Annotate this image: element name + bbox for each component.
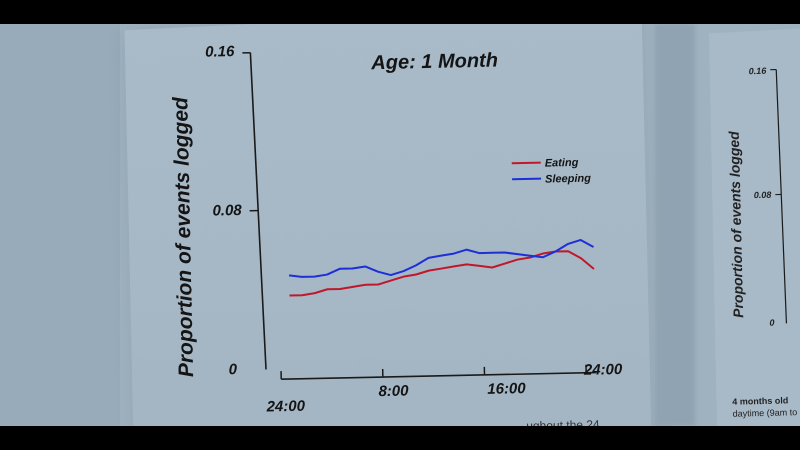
chart-title: Age: 1 Month xyxy=(370,50,498,75)
side-y-tick-bottom: 0 xyxy=(769,318,774,328)
side-y-axis-label: Proportion of events logged xyxy=(726,131,747,318)
series-line-sleeping xyxy=(288,240,594,277)
x-tick-label: 8:00 xyxy=(378,382,409,400)
legend-swatch-eating xyxy=(512,163,541,164)
viewport: Age: 1 Month Proportion of events logged… xyxy=(0,24,800,426)
y-tick-label-mid: 0.08 xyxy=(212,202,242,220)
side-caption-line2: daytime (9am to xyxy=(733,407,798,419)
side-y-tick-mid: 0.08 xyxy=(754,190,772,200)
side-y-axis-line xyxy=(776,69,786,323)
series-layer xyxy=(288,240,594,296)
x-ticks: 24:00 8:00 16:00 24:00 xyxy=(265,361,624,415)
legend-swatch-sleeping xyxy=(512,179,541,180)
side-caption-line1: 4 months old xyxy=(732,395,788,406)
x-axis-line xyxy=(281,373,596,380)
y-axis-label: Proportion of events logged xyxy=(169,96,198,378)
x-tick-label: 16:00 xyxy=(487,380,526,398)
legend-label-eating: Eating xyxy=(545,157,579,170)
side-chart: 0.16 0.08 0 Proportion of events logged … xyxy=(724,65,797,418)
caption-partial: ughout the 24 xyxy=(526,417,600,426)
y-tick-label-bottom: 0 xyxy=(228,361,237,378)
legend: Eating Sleeping xyxy=(512,157,592,187)
x-tick-label: 24:00 xyxy=(265,398,305,416)
series-line-eating xyxy=(289,251,595,296)
main-chart: Age: 1 Month Proportion of events logged… xyxy=(0,24,800,426)
y-tick-label-top: 0.16 xyxy=(205,43,235,61)
legend-label-sleeping: Sleeping xyxy=(545,173,591,186)
side-y-tick-top: 0.16 xyxy=(749,66,768,76)
x-tick-label: 24:00 xyxy=(583,361,623,379)
